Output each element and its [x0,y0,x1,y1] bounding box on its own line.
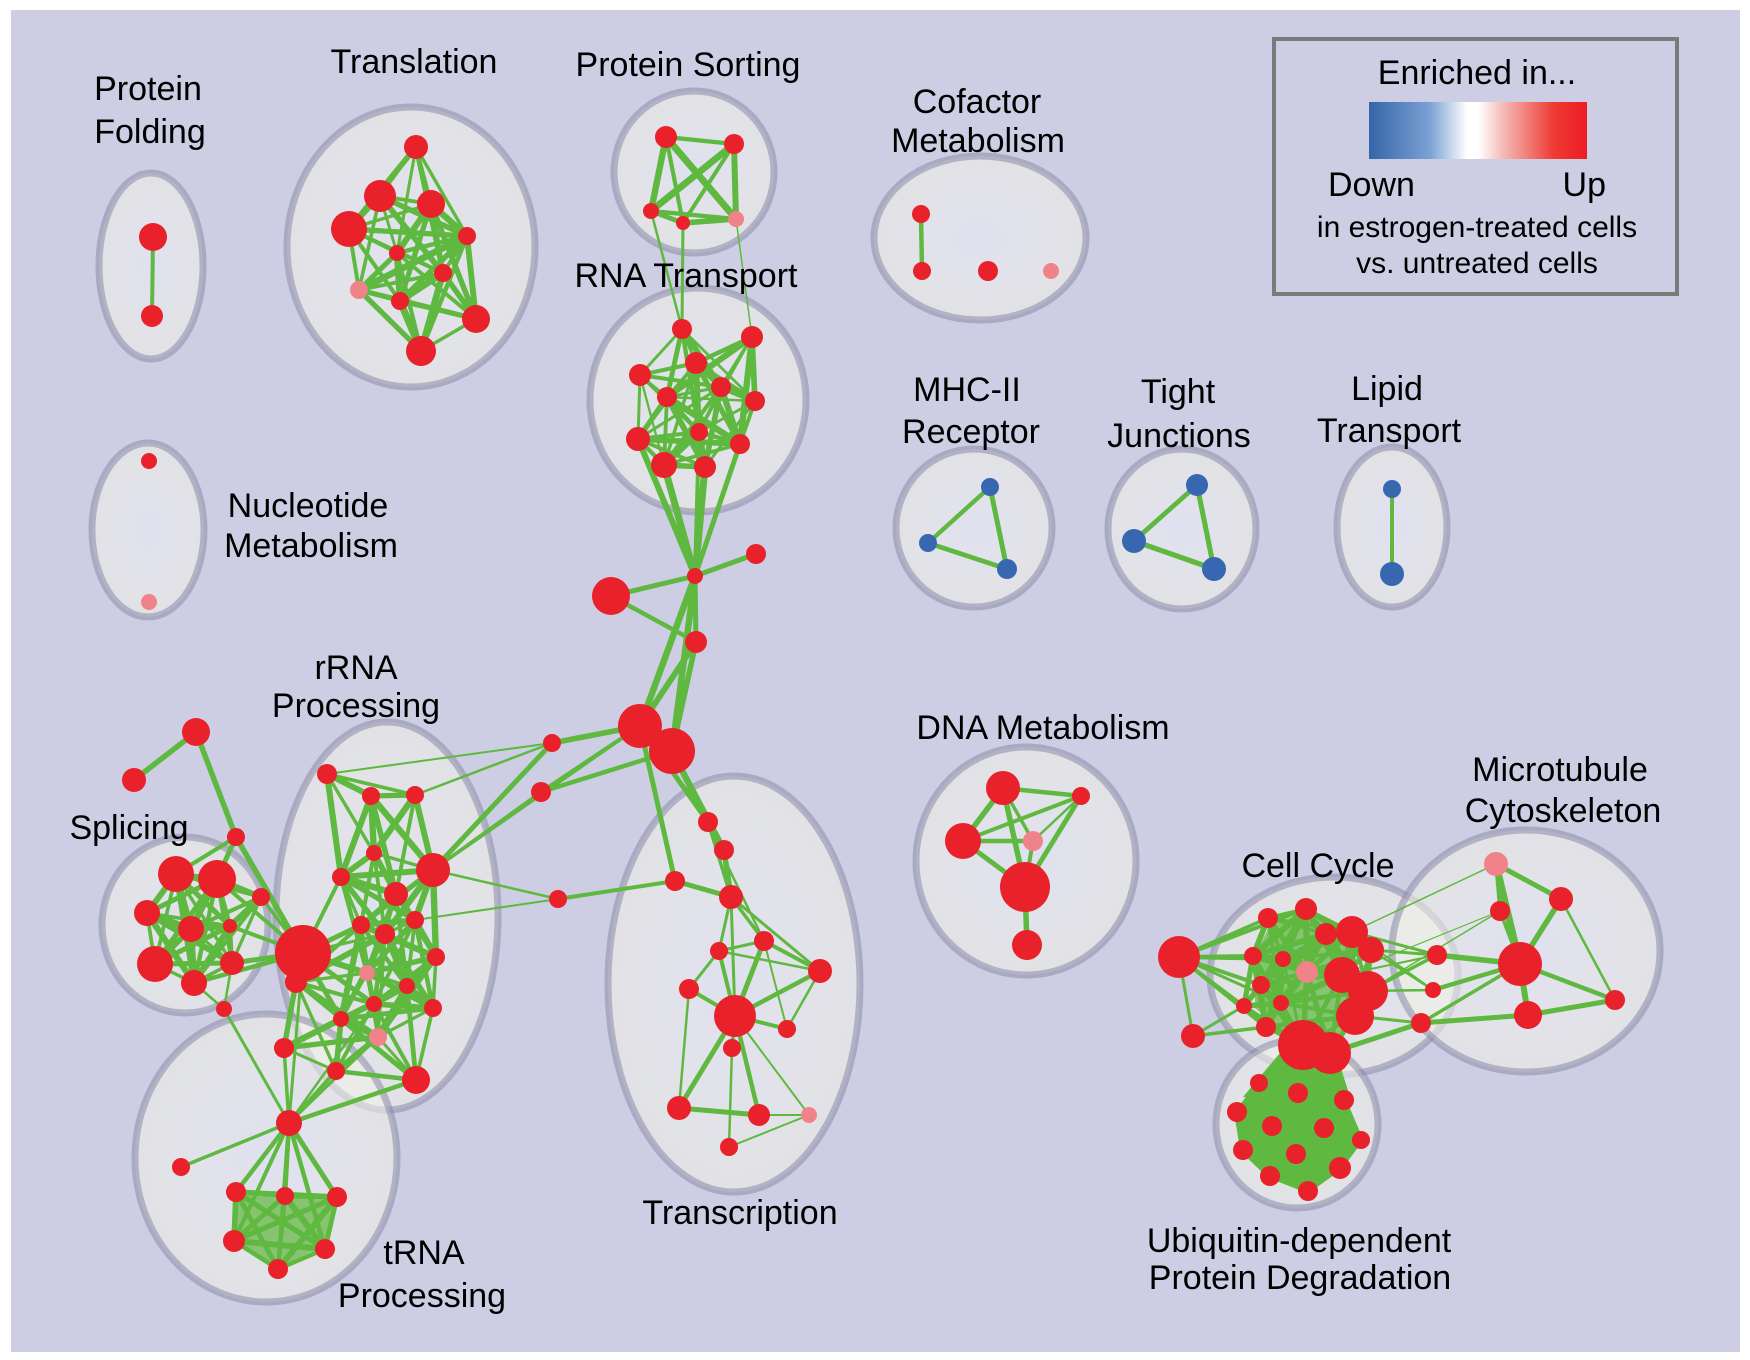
svg-text:Lipid: Lipid [1351,370,1423,408]
svg-text:Processing: Processing [338,1277,506,1315]
svg-text:Cofactor: Cofactor [913,83,1042,121]
svg-text:Metabolism: Metabolism [224,527,398,565]
svg-text:Splicing: Splicing [69,809,188,847]
svg-text:MHC-II: MHC-II [913,371,1021,409]
svg-text:Protein Sorting: Protein Sorting [576,46,801,84]
svg-text:Up: Up [1563,166,1606,204]
svg-text:Cell Cycle: Cell Cycle [1241,847,1394,885]
svg-text:Transcription: Transcription [642,1194,837,1232]
svg-text:RNA Transport: RNA Transport [575,257,799,295]
svg-text:Receptor: Receptor [902,413,1040,451]
svg-text:Enriched in...: Enriched in... [1378,54,1576,92]
svg-text:tRNA: tRNA [383,1234,465,1272]
svg-text:Down: Down [1328,166,1415,204]
svg-text:vs. untreated cells: vs. untreated cells [1356,247,1598,280]
svg-text:Metabolism: Metabolism [891,122,1065,160]
svg-text:rRNA: rRNA [314,649,397,687]
svg-text:Ubiquitin-dependent: Ubiquitin-dependent [1147,1222,1452,1260]
svg-text:Translation: Translation [331,43,498,81]
svg-text:Processing: Processing [272,687,440,725]
svg-text:Transport: Transport [1317,412,1462,450]
svg-text:Protein: Protein [94,70,202,108]
svg-text:DNA Metabolism: DNA Metabolism [916,709,1169,747]
svg-text:in estrogen-treated cells: in estrogen-treated cells [1317,211,1637,244]
svg-text:Cytoskeleton: Cytoskeleton [1465,792,1662,830]
svg-text:Microtubule: Microtubule [1472,751,1648,789]
svg-text:Tight: Tight [1141,373,1216,411]
svg-text:Protein Degradation: Protein Degradation [1149,1259,1451,1297]
svg-text:Folding: Folding [94,113,206,151]
svg-text:Junctions: Junctions [1107,417,1251,455]
svg-text:Nucleotide: Nucleotide [228,487,389,525]
